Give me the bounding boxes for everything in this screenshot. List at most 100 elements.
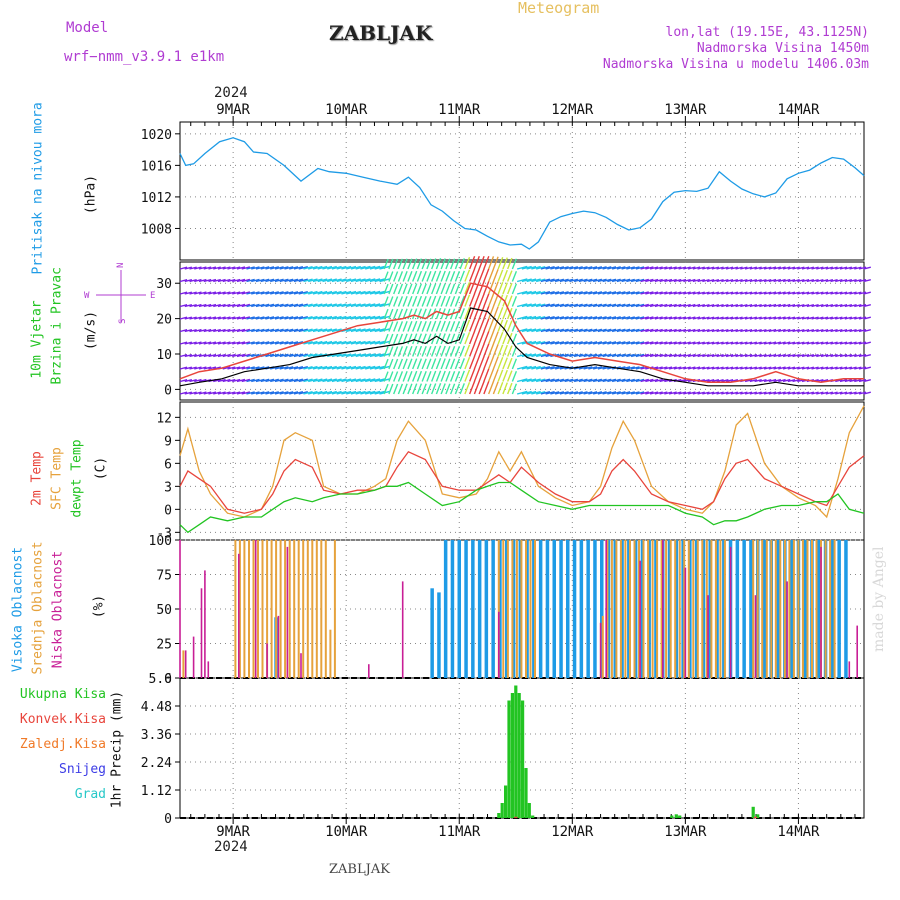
wind-arrow [355, 340, 366, 345]
wind-arrow [697, 291, 705, 295]
wind-arrow [854, 304, 862, 308]
wind-arrow [487, 318, 495, 332]
wind-arrow [412, 358, 418, 370]
wind-arrow [184, 391, 193, 395]
low-cloud-bar [179, 540, 181, 678]
wind-arrow [213, 378, 221, 383]
wind-arrow [797, 316, 805, 320]
wind-arrow [355, 315, 366, 320]
wind-arrow [194, 353, 202, 358]
wind-arrow [360, 365, 371, 370]
wind-arrow [654, 316, 663, 320]
wind-arrow [289, 303, 299, 308]
wind-arrow [383, 271, 389, 282]
wind-arrow [711, 391, 720, 395]
wind-compass-icon [96, 270, 146, 322]
wind-arrow [801, 391, 810, 395]
wind-arrow [260, 278, 270, 283]
wind-arrow [706, 291, 715, 295]
wind-arrow [645, 291, 654, 295]
wind-arrow [213, 303, 221, 308]
wind-arrow [573, 316, 583, 320]
wind-arrow [516, 315, 528, 320]
wind-arrow [721, 391, 729, 395]
wind-arrow [588, 266, 598, 270]
wind-arrow [270, 291, 279, 295]
wind-arrow [265, 316, 275, 320]
wind-arrow [246, 353, 255, 358]
wind-arrow [402, 333, 408, 345]
wind-arrow [303, 328, 313, 333]
wind-arrow [459, 333, 465, 345]
wind-arrow [265, 341, 275, 345]
wind-arrow [521, 378, 532, 383]
wind-arrow [730, 279, 739, 283]
wind-arrow [487, 293, 495, 307]
wind-arrow [573, 391, 583, 395]
wind-arrow [397, 258, 404, 270]
wind-arrow [616, 378, 626, 383]
high-cloud-bar [505, 540, 509, 678]
wind-arrow [217, 291, 226, 295]
wind-arrow [198, 391, 207, 395]
wind-arrow [702, 279, 710, 283]
wind-arrow [346, 353, 357, 358]
wind-arrow [721, 266, 729, 270]
wind-arrow [635, 303, 645, 308]
wind-arrow [469, 268, 476, 282]
wind-arrow [526, 315, 537, 320]
mid-cloud-bar [619, 540, 622, 678]
y-tick-label: 20 [156, 313, 172, 328]
wind-arrow [830, 391, 838, 395]
wind-arrow [664, 341, 673, 345]
wind-arrow [659, 353, 668, 358]
wind-arrow [611, 278, 621, 283]
high-cloud-bar [742, 540, 746, 678]
wind-arrow [327, 390, 337, 395]
wind-arrow [535, 366, 546, 370]
high-cloud-bar [735, 540, 740, 678]
mid-cloud-bar [284, 540, 287, 678]
wind-arrow [602, 378, 612, 383]
wind-arrow [730, 266, 739, 270]
wind-arrow [668, 291, 677, 295]
wind-arrow [854, 379, 862, 383]
wind-arrow [497, 306, 504, 320]
y-tick-label: 0 [164, 383, 172, 398]
wind-arrow [607, 328, 617, 333]
wind-arrow [844, 391, 853, 395]
wind-arrow [260, 266, 270, 270]
wind-arrow [388, 333, 394, 345]
wind-arrow [782, 366, 791, 370]
wind-arrow [473, 256, 480, 270]
wind-arrow [421, 383, 427, 395]
wind-arrow [697, 304, 705, 308]
wind-arrow [179, 341, 188, 345]
year-top: 2024 [214, 85, 248, 101]
high-cloud-bar [681, 540, 685, 678]
precip-total-bar [504, 785, 508, 818]
high-cloud-bar [443, 540, 448, 678]
high-cloud-bar [688, 540, 692, 678]
wind-arrow [787, 316, 796, 320]
wind-arrow [602, 291, 612, 295]
mid-cloud-bar [783, 540, 786, 678]
wind-arrow [355, 290, 366, 295]
wind-arrow [365, 390, 376, 395]
wind-arrow [402, 296, 408, 307]
wind-arrow [469, 256, 476, 270]
wind-arrow [820, 341, 829, 345]
wind-arrow [550, 266, 560, 270]
wind-arrow [388, 321, 394, 332]
wind-arrow [341, 328, 352, 333]
wind-arrow [792, 366, 800, 370]
wind-arrow [473, 343, 480, 357]
wind-arrow [402, 258, 408, 270]
wind-arrow [564, 391, 574, 395]
mid-cloud-bar [723, 540, 726, 678]
wind-arrow [678, 266, 687, 270]
wind-arrow [322, 340, 333, 345]
wind-arrow [312, 290, 323, 295]
wind-arrow [303, 266, 313, 270]
wind-arrow [454, 333, 461, 345]
